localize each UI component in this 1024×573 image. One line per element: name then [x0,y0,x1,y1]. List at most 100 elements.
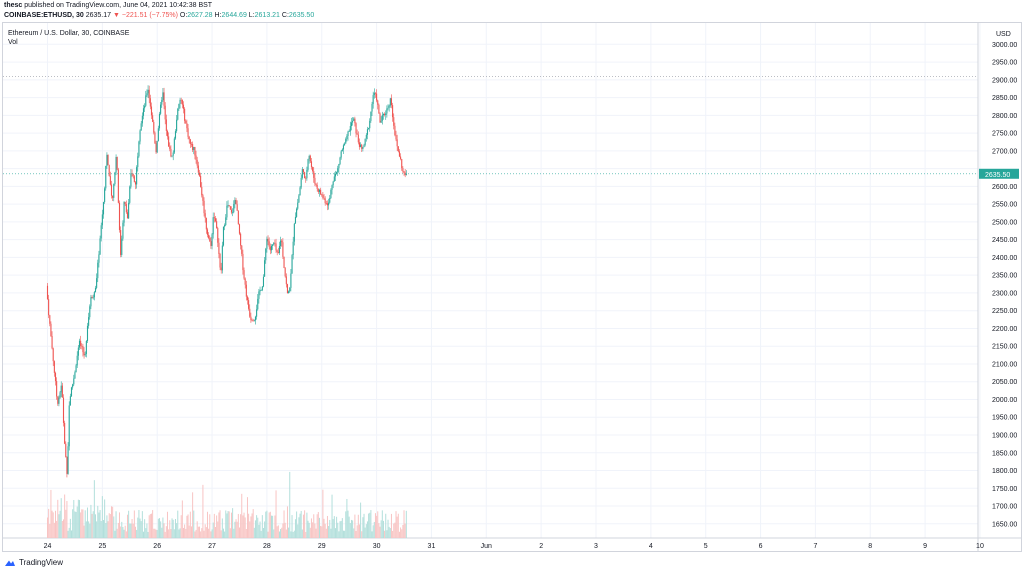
volume-bar [202,484,204,538]
candle-body [74,372,76,379]
candle-body [54,372,57,382]
candle-body [261,286,263,291]
volume-bar [82,509,84,538]
candle-body [280,240,282,247]
high-label: H: [214,12,222,19]
candle-body [332,181,334,186]
candle-body [163,92,165,106]
volume-bar [219,510,221,538]
y-tick-label: 2600.00 [992,184,1017,191]
volume-bar [117,522,119,538]
candle-body [232,212,234,213]
volume-bar [345,511,347,538]
candle-body [378,104,380,114]
candle-body [366,129,369,135]
volume-bar [178,529,180,538]
candle-body [165,119,167,131]
candle-body [401,158,403,169]
candle-body [352,120,354,123]
volume-bar [395,511,397,538]
candle-body [50,323,52,337]
volume-bar [290,531,292,538]
volume-bar [130,523,132,538]
volume-bar [298,517,300,538]
candle-body [398,151,401,157]
volume-bar [400,527,402,538]
volume-bar [265,511,267,538]
candle-body [202,195,204,201]
volume-bar [357,514,359,538]
volume-bar [314,523,316,538]
volume-bar [201,528,203,538]
volume-bar [248,513,250,538]
candle-body [266,238,268,249]
candle-body [181,99,183,105]
candle-body [136,167,138,185]
candle-body [254,316,257,321]
candle-body [152,115,154,122]
x-tick-label: 4 [649,543,653,550]
volume-bar [190,526,192,538]
candle-body [186,123,188,129]
candle-body [198,172,201,176]
candle-body [126,212,129,219]
volume-bar [164,531,166,538]
volume-bar [88,521,90,538]
candle-body [94,287,97,293]
y-tick-label: 2350.00 [992,273,1017,280]
candle-body [273,242,275,245]
candle-body [121,238,123,255]
volume-bar [282,523,284,538]
volume-bar [278,531,280,538]
publisher-name[interactable]: thesc [4,2,23,9]
volume-bar [226,513,228,538]
candle-body [331,185,333,190]
volume-bar [222,528,224,538]
candle-body [70,387,73,397]
x-tick-label: 28 [263,543,271,550]
candle-body [162,92,164,101]
open-value: 2627.28 [187,12,213,19]
volume-bar [57,499,59,538]
volume-bar [52,512,54,538]
candle-body [290,273,292,288]
volume-bar [394,522,396,538]
volume-bar [120,526,122,538]
candle-body [222,226,225,246]
y-tick-label: 2550.00 [992,202,1017,209]
volume-bar [93,480,95,538]
volume-bar [90,504,92,538]
volume-bar [54,510,56,538]
volume-bar [165,526,167,538]
volume-bar [249,521,251,538]
candle-body [139,130,141,142]
volume-bar [264,521,266,538]
candle-body [305,178,307,179]
volume-bar [224,531,226,538]
volume-bar [353,528,355,538]
candle-body [184,108,186,121]
volume-bar [210,531,212,538]
candle-body [252,320,254,322]
candle-body [158,113,161,129]
volume-bar [170,529,172,538]
volume-bar [401,529,403,538]
candle-body [78,340,81,348]
candle-body [193,146,195,150]
candle-body [58,397,60,404]
candle-body [182,104,185,109]
volume-bar [262,528,264,538]
candle-body [281,240,283,243]
candle-body [178,103,180,109]
volume-bar [113,516,115,538]
volume-bar [141,511,143,538]
volume-bar [84,510,86,538]
candle-body [262,276,265,287]
volume-bar [370,510,372,538]
volume-bar [348,516,350,538]
x-tick-label: 25 [98,543,106,550]
candle-body [211,234,213,246]
volume-bar [194,531,196,538]
volume-bar [310,518,312,538]
